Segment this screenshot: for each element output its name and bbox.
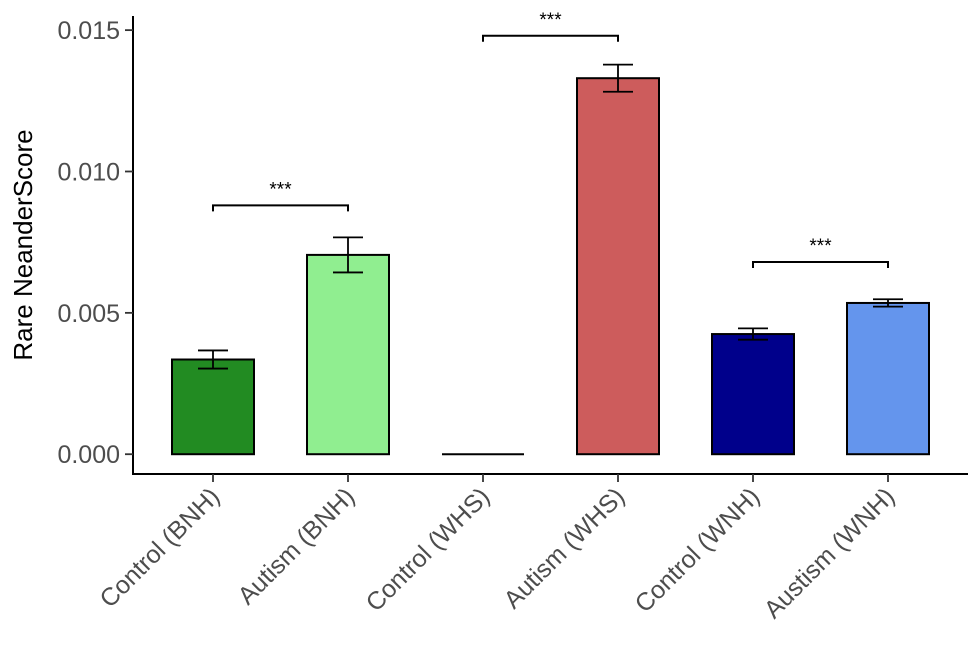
significance-bracket-line (482, 34, 619, 42)
y-tick-label: 0.015 (57, 17, 120, 45)
x-tick-label: Control (WHS) (361, 482, 496, 617)
bars (171, 77, 930, 456)
significance-label: *** (269, 179, 292, 200)
error-bar-autism-whs (603, 63, 633, 93)
x-tick-label: Control (WNH) (630, 482, 766, 618)
bar-control-wnh (711, 333, 795, 456)
significance-bracket: *** (212, 179, 349, 212)
x-tick-label: Autism (WHS) (498, 482, 630, 614)
error-bar-austism-wnh (873, 298, 903, 308)
x-tick-label: Autism (BNH) (232, 482, 360, 610)
significance-bracket-line (212, 204, 349, 212)
error-bar-autism-bnh (333, 236, 363, 274)
y-tick-label: 0.005 (57, 300, 120, 328)
significance-label: *** (539, 10, 562, 31)
x-tick-label: Austism (WNH) (759, 482, 901, 624)
significance-bracket: *** (752, 236, 889, 268)
significance-brackets: *** *** *** (212, 10, 889, 268)
error-bars (198, 63, 903, 370)
y-tick-label: 0.000 (57, 441, 120, 469)
error-bar-control-wnh (738, 327, 768, 341)
significance-bracket: *** (482, 10, 619, 42)
bar-autism-whs (576, 77, 660, 456)
x-axis-ticks: Control (BNH) Autism (BNH) Control (WHS) Au… (94, 474, 900, 624)
y-tick-label: 0.010 (57, 158, 120, 186)
significance-label: *** (809, 236, 832, 257)
y-axis-ticks: 0.000 0.005 0.010 0.015 (57, 17, 133, 469)
bar-control-bnh (171, 358, 255, 456)
significance-bracket-line (752, 260, 889, 268)
error-bar-control-bnh (198, 349, 228, 370)
bar-autism-bnh (306, 253, 390, 456)
x-tick-label: Control (BNH) (94, 482, 225, 613)
bar-austism-wnh (846, 301, 930, 456)
y-axis-title: Rare NeanderScore (8, 129, 38, 360)
